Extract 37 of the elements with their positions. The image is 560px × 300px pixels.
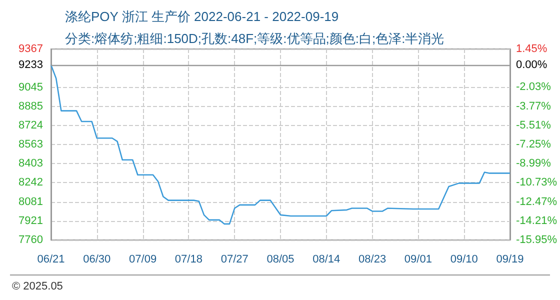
y-tick-label: 7921 [18,214,43,227]
y-tick-label: 8081 [18,196,43,208]
y2-tick-label: -2.03% [516,81,552,94]
y2-tick-label: -15.95% [516,234,558,246]
y2-tick-label: 1.45% [516,43,548,55]
x-tick-label: 08/14 [312,254,340,266]
y2-tick-label: -14.21% [516,214,558,227]
y2-tick-label: -10.73% [516,176,558,189]
line-series [50,64,511,225]
chart-subtitle: 分类:熔体纺;粗细:150D;孔数:48F;等级:优等品;颜色:白;色泽:半消光 [65,31,444,46]
x-tick-label: 07/18 [174,254,202,266]
y-tick-label: 8885 [18,100,43,112]
y-tick-label: 9045 [18,81,43,94]
text: © 2025.05 [12,280,63,292]
y-tick-label: 8242 [18,176,43,189]
y-tick-label: 9233 [18,58,43,71]
y-tick-label: 8724 [18,119,43,132]
x-tick-label: 06/21 [37,254,65,266]
y2-tick-label: -3.77% [516,100,552,112]
x-tick-label: 09/10 [450,254,478,266]
x-tick-label: 09/01 [404,254,432,266]
y-tick-label: 8563 [18,138,43,151]
y2-tick-label: -12.47% [516,196,558,208]
y2-tick-label: 0.00% [516,58,548,71]
y-tick-label: 7760 [18,234,43,246]
y2-tick-label: -5.51% [516,119,552,132]
chart-title: 涤纶POY 浙江 生产价 2022-06-21 - 2022-09-19 [65,9,339,24]
x-tick-label: 07/09 [129,254,157,266]
x-tick-label: 08/05 [266,254,294,266]
y2-tick-label: -8.99% [516,158,552,170]
y-tick-label: 8403 [18,158,43,170]
y-tick-label: 9367 [18,43,43,55]
x-tick-label: 07/27 [220,254,248,266]
x-tick-label: 08/23 [358,254,386,266]
x-tick-label: 06/30 [83,254,111,266]
x-tick-label: 09/19 [496,254,524,266]
y2-tick-label: -7.25% [516,138,552,150]
